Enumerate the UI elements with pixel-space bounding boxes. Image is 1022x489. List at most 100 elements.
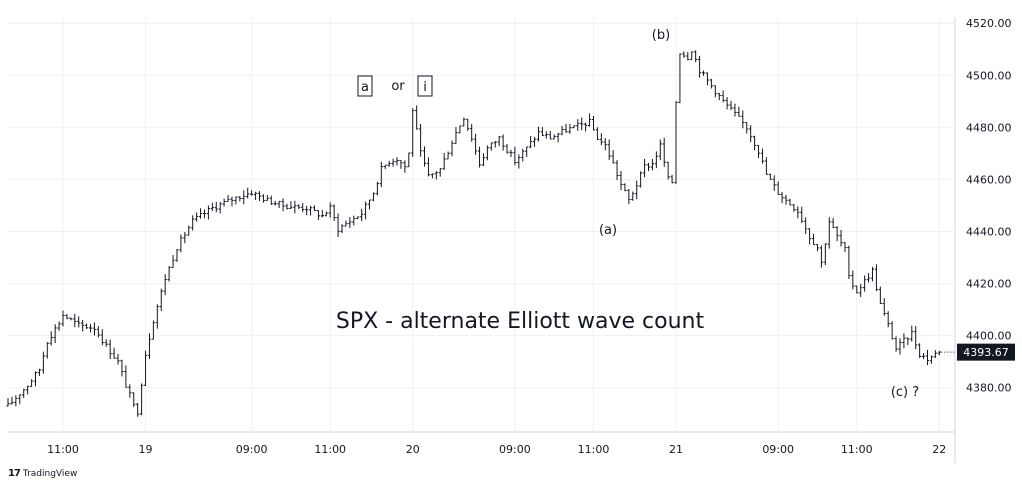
ohlc-bar <box>195 212 199 222</box>
ohlc-bar <box>937 350 941 356</box>
ohlc-bar <box>623 183 627 192</box>
ohlc-bar <box>666 161 670 180</box>
ohlc-bar <box>411 108 415 157</box>
ohlc-bar <box>167 266 171 282</box>
wave-i-boxed-label: i <box>417 75 433 97</box>
wave-b-label: (b) <box>652 28 670 43</box>
ohlc-bar <box>776 181 780 195</box>
ohlc-bar <box>733 103 737 117</box>
ohlc-bar <box>92 322 97 336</box>
x-tick-label: 11:00 <box>578 443 610 456</box>
ohlc-bar <box>257 191 262 201</box>
ohlc-bar <box>686 52 690 61</box>
ohlc-bar <box>768 173 772 180</box>
x-tick-label: 11:00 <box>47 443 79 456</box>
ohlc-bar <box>136 402 140 417</box>
ohlc-bar <box>14 395 18 407</box>
ohlc-bar <box>501 134 505 151</box>
ohlc-bar <box>874 264 879 292</box>
ohlc-bar <box>363 201 368 220</box>
ohlc-bar <box>120 359 124 377</box>
ohlc-bar <box>493 140 497 148</box>
ohlc-bar <box>73 313 77 328</box>
ohlc-bar <box>509 149 513 157</box>
ohlc-bar <box>521 148 525 162</box>
tradingview-logo: 17 <box>8 468 21 479</box>
ohlc-bar <box>749 125 753 143</box>
ohlc-bar <box>729 100 733 111</box>
ohlc-bar <box>925 349 930 366</box>
ohlc-bar <box>371 192 376 202</box>
ohlc-bar <box>772 175 776 191</box>
ohlc-bar <box>418 123 423 157</box>
ohlc-bar <box>800 206 804 224</box>
ohlc-bar <box>143 350 148 386</box>
ohlc-bar <box>694 50 698 63</box>
ohlc-bar <box>823 243 827 266</box>
ohlc-bar <box>603 137 607 151</box>
ohlc-bar <box>662 137 666 167</box>
ohlc-bar <box>348 217 352 228</box>
ohlc-bar <box>784 194 788 205</box>
ohlc-bar <box>489 142 493 151</box>
ohlc-bar <box>344 220 348 227</box>
x-tick-label: 22 <box>932 443 946 456</box>
ohlc-bar <box>183 232 187 244</box>
ohlc-bar <box>639 171 643 188</box>
ohlc-bar <box>584 122 588 132</box>
y-tick-label: 4520.00 <box>966 17 1012 30</box>
ohlc-bar <box>552 134 556 140</box>
ohlc-bar <box>108 339 112 360</box>
ohlc-bar <box>650 158 655 171</box>
x-tick-label: 09:00 <box>499 443 531 456</box>
ohlc-bar <box>831 217 835 228</box>
ohlc-bar <box>395 157 399 166</box>
ohlc-bar <box>415 105 419 130</box>
ohlc-bar <box>701 70 706 76</box>
ohlc-bar <box>112 347 116 359</box>
ohlc-bar <box>921 353 926 360</box>
ohlc-bar <box>214 201 218 213</box>
ohlc-bar <box>305 205 309 216</box>
ohlc-bar <box>572 125 576 129</box>
ohlc-bar <box>580 117 584 131</box>
ohlc-bar <box>301 203 305 213</box>
svg-text:a: a <box>361 80 369 95</box>
ohlc-bar <box>191 215 195 231</box>
ohlc-bar <box>615 160 619 180</box>
ohlc-bar <box>77 316 81 328</box>
ohlc-bar <box>175 249 179 262</box>
ohlc-bar <box>151 320 155 340</box>
ohlc-bar <box>902 333 906 349</box>
ohlc-bar <box>426 157 431 177</box>
wave-a-boxed-label: a <box>357 75 373 97</box>
ohlc-bar <box>513 146 517 166</box>
ohlc-bar <box>403 160 407 173</box>
ohlc-bar <box>576 119 580 131</box>
ohlc-bar <box>737 106 741 117</box>
ohlc-bar <box>804 217 808 235</box>
ohlc-bar <box>933 350 937 358</box>
ohlc-bar <box>57 321 61 331</box>
ohlc-bar <box>140 383 144 416</box>
ohlc-bar <box>6 397 10 407</box>
ohlc-bar <box>721 90 725 103</box>
ohlc-bar <box>430 173 434 179</box>
ohlc-bar <box>497 136 501 147</box>
ohlc-bar <box>250 190 254 196</box>
ohlc-bar <box>422 146 427 167</box>
ohlc-bar <box>238 196 242 202</box>
ohlc-bar <box>591 115 596 131</box>
ohlc-bar <box>49 331 53 346</box>
ohlc-bar <box>316 210 321 221</box>
ohlc-bar <box>281 198 285 212</box>
ohlc-bar <box>53 324 57 344</box>
ohlc-bar <box>741 110 745 129</box>
ohlc-bar <box>607 139 611 160</box>
ohlc-bar <box>297 204 301 210</box>
x-tick-label: 09:00 <box>762 443 794 456</box>
ohlc-bar <box>308 205 313 216</box>
y-tick-label: 4400.00 <box>966 330 1012 343</box>
ohlc-bar <box>155 304 159 329</box>
ohlc-bar <box>45 342 49 359</box>
